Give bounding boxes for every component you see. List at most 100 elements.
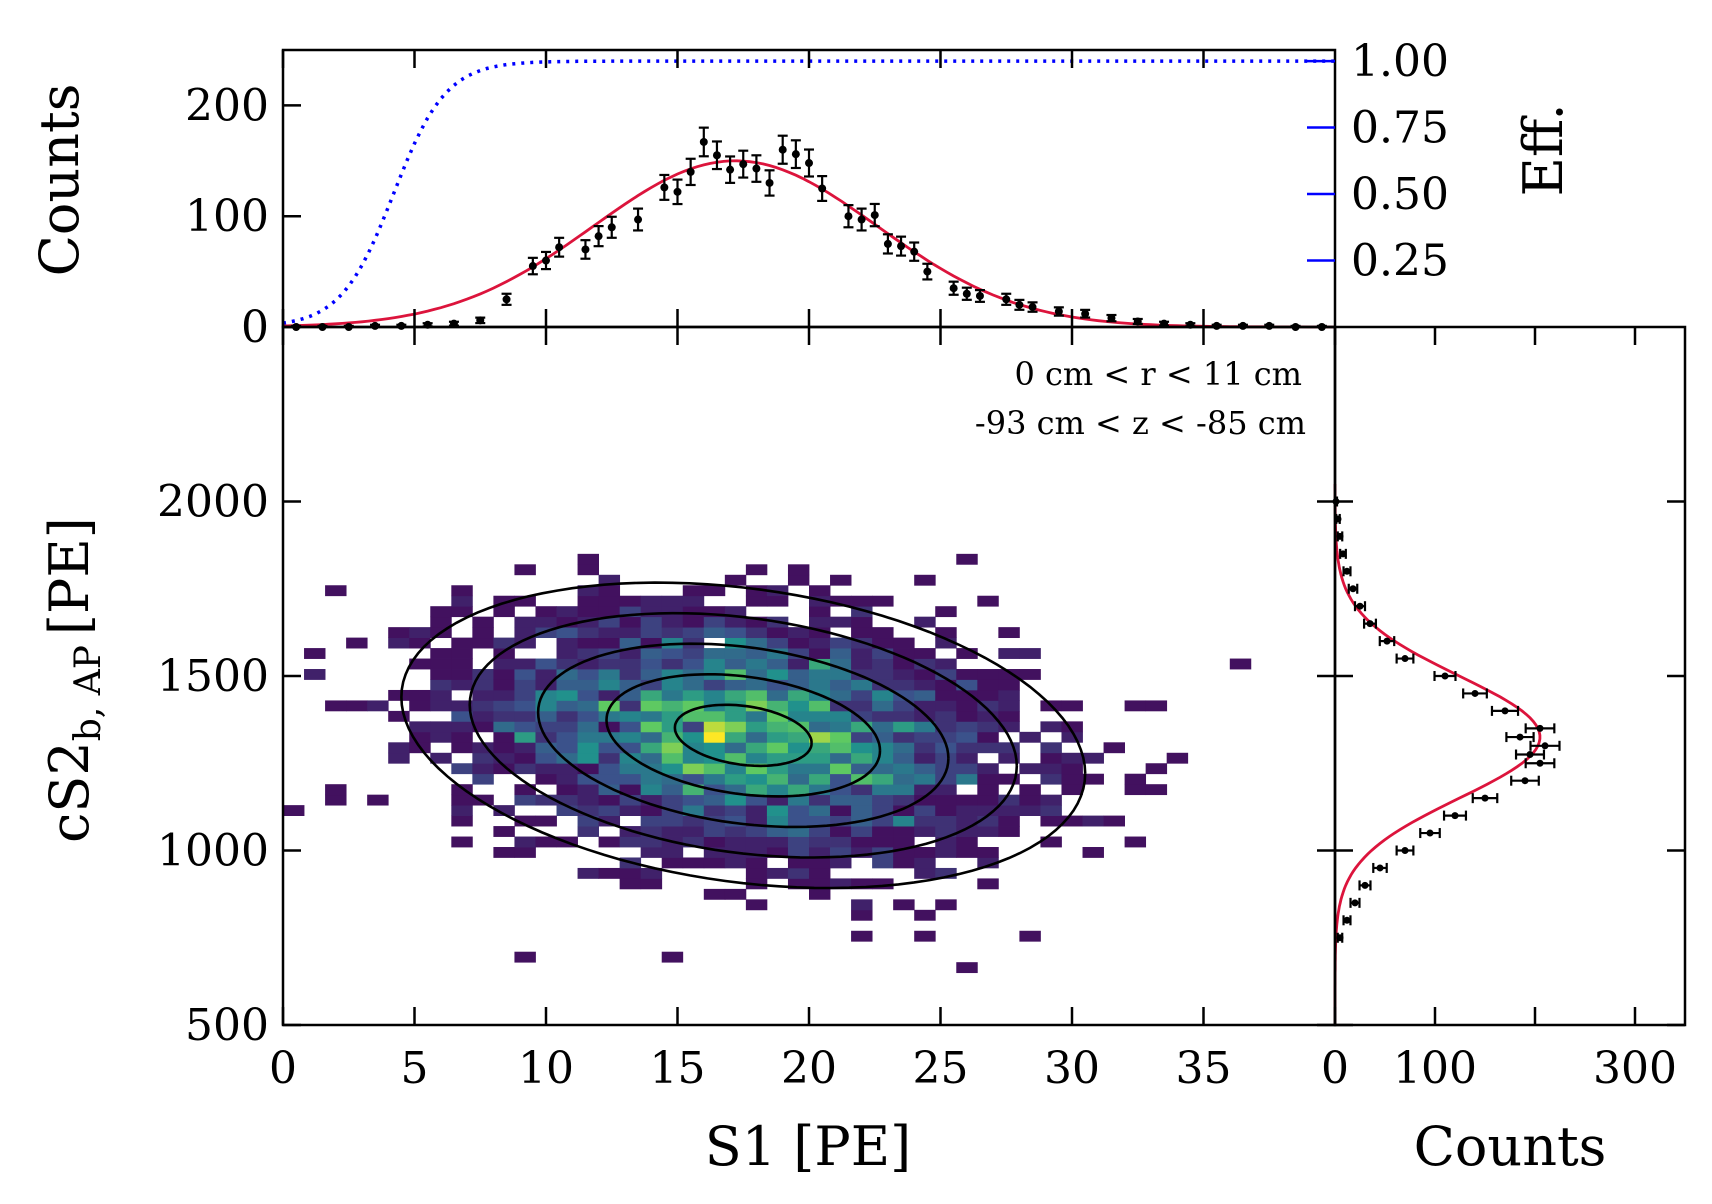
heatmap-cell <box>556 669 578 680</box>
heatmap-cell <box>851 847 873 858</box>
heatmap-cell <box>830 648 852 659</box>
heatmap-cell <box>766 742 789 754</box>
heatmap-cell <box>1145 784 1168 796</box>
y-label-subscript: b, AP <box>68 645 109 741</box>
eff-tick-label: 0.25 <box>1351 236 1449 287</box>
heatmap-cell <box>577 710 599 722</box>
x-tick-label: 25 <box>913 1043 969 1094</box>
right-x-tick-label: 0 <box>1321 1043 1349 1094</box>
heatmap-cell <box>640 627 663 639</box>
heatmap-cell <box>619 731 642 743</box>
heatmap-cell <box>1019 669 1041 680</box>
heatmap-cell <box>409 700 431 712</box>
heatmap-cell <box>851 616 873 628</box>
heatmap-cell <box>619 669 642 680</box>
heatmap-cell <box>703 888 726 900</box>
heatmap-cell <box>493 710 515 722</box>
heatmap-cell <box>682 648 705 659</box>
heatmap-cell <box>724 742 747 754</box>
heatmap-cell <box>556 648 578 659</box>
right-data-point <box>1401 655 1409 663</box>
top-data-point <box>1054 307 1063 316</box>
heatmap-cell <box>935 867 957 879</box>
heatmap-cell <box>956 962 978 974</box>
heatmap-cell <box>830 805 852 816</box>
heatmap-cell <box>661 595 684 607</box>
heatmap-cell <box>745 836 768 848</box>
heatmap-cell <box>325 700 347 712</box>
heatmap-cell <box>809 857 831 869</box>
heatmap-cell <box>682 836 705 848</box>
heatmap-cell <box>1040 763 1062 775</box>
heatmap-cell <box>766 658 789 670</box>
heatmap-cell <box>493 763 515 775</box>
heatmap-cell <box>661 794 684 806</box>
heatmap-cell <box>935 658 957 670</box>
heatmap-cell <box>787 700 810 712</box>
heatmap-cell <box>872 595 894 607</box>
x-tick-label: 20 <box>781 1043 837 1094</box>
heatmap-cell <box>640 700 663 712</box>
heatmap-cell <box>766 752 789 764</box>
heatmap-cell <box>661 700 684 712</box>
heatmap-cell <box>1019 731 1041 743</box>
heatmap-cell <box>724 836 747 848</box>
heatmap-cell <box>872 627 894 639</box>
heatmap-cell <box>872 721 894 733</box>
heatmap-cell <box>830 763 852 775</box>
right-data-point <box>1536 724 1544 732</box>
heatmap-cell <box>851 689 873 701</box>
svg-text:cS2b, AP[PE]: cS2b, AP [PE] <box>38 517 109 843</box>
heatmap-cells <box>283 553 1252 974</box>
heatmap-cell <box>977 742 999 754</box>
heatmap-cell <box>451 794 473 806</box>
heatmap-cell <box>430 731 452 743</box>
y-label-unit: [PE] <box>38 517 101 635</box>
heatmap-cell <box>935 847 957 858</box>
heatmap-cell <box>851 669 873 680</box>
heatmap-cell <box>830 669 852 680</box>
heatmap-cell <box>977 784 999 796</box>
heatmap-cell <box>451 637 473 649</box>
right-panel-marks <box>1332 484 1561 1025</box>
heatmap-cell <box>830 742 852 754</box>
heatmap-cell <box>619 867 642 879</box>
heatmap-cell <box>472 752 494 764</box>
heatmap-cell <box>640 689 663 701</box>
heatmap-cell <box>577 763 599 775</box>
heatmap-cell <box>766 826 789 837</box>
heatmap-cell <box>914 679 936 691</box>
x-tick-label: 0 <box>269 1043 297 1094</box>
top-data-point <box>699 137 708 146</box>
heatmap-cell <box>409 731 431 743</box>
heatmap-cell <box>787 679 810 691</box>
top-data-point <box>555 243 564 252</box>
heatmap-cell <box>556 627 578 639</box>
heatmap-cell <box>493 752 515 764</box>
heatmap-cell <box>535 836 557 848</box>
heatmap-cell <box>745 815 768 827</box>
heatmap-cell <box>577 585 599 597</box>
heatmap-cell <box>703 679 726 691</box>
heatmap-cell <box>472 710 494 722</box>
heatmap-cell <box>809 815 831 827</box>
heatmap-cell <box>640 742 663 754</box>
right-data-point <box>1451 812 1459 820</box>
heatmap-cell <box>809 669 831 680</box>
heatmap-cell <box>724 606 747 618</box>
top-data-point <box>726 165 735 174</box>
heatmap-cell <box>956 815 978 827</box>
heatmap-cell <box>577 648 599 659</box>
right-data-point <box>1366 620 1374 628</box>
heatmap-cell <box>535 742 557 754</box>
heatmap-cell <box>598 574 621 586</box>
heatmap-cell <box>745 648 768 659</box>
heatmap-cell <box>514 710 536 722</box>
heatmap-cell <box>956 710 978 722</box>
heatmap-cell <box>809 773 831 785</box>
top-data-point <box>502 295 511 304</box>
heatmap-cell <box>703 731 726 743</box>
heatmap-cell <box>577 616 599 628</box>
heatmap-cell <box>787 627 810 639</box>
heatmap-cell <box>809 637 831 649</box>
